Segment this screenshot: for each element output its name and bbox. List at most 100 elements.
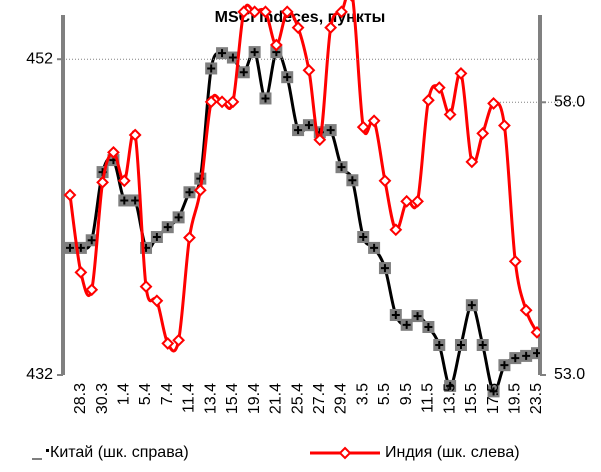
marker (161, 337, 175, 350)
marker (259, 92, 272, 105)
marker (498, 119, 511, 132)
legend-swatch (338, 446, 352, 460)
marker-plus (380, 264, 389, 273)
marker (531, 347, 540, 360)
marker-plus (239, 68, 248, 77)
marker (161, 221, 174, 234)
marker (150, 294, 164, 308)
marker (313, 133, 327, 147)
plot (63, 0, 540, 398)
marker-plus (424, 323, 433, 331)
marker (349, 0, 355, 3)
x-tick-label: 28.3 (72, 383, 89, 414)
marker (509, 352, 522, 365)
marker (150, 231, 163, 243)
legend-label: Индия (шк. слева) (385, 444, 520, 461)
x-tick-label: 9.5 (398, 383, 415, 405)
x-tick-label: 21.4 (268, 383, 285, 414)
marker (269, 38, 283, 52)
marker (237, 66, 250, 79)
marker (215, 95, 229, 109)
marker (400, 318, 413, 331)
marker (281, 71, 294, 84)
marker (107, 145, 120, 159)
marker (291, 21, 305, 35)
marker-plus (294, 126, 303, 135)
marker (172, 211, 185, 224)
marker-plus (250, 48, 259, 57)
marker (118, 194, 131, 207)
marker (226, 51, 239, 64)
marker-plus (511, 354, 520, 363)
x-tick-label: 5.4 (137, 383, 154, 405)
marker-plus (446, 381, 455, 390)
marker-plus (228, 53, 237, 62)
x-tick-label: 11.4 (181, 383, 198, 413)
x-tick-label: 15.5 (463, 383, 480, 414)
marker (85, 234, 98, 247)
marker (389, 309, 402, 321)
marker (356, 120, 370, 134)
marker (248, 5, 262, 19)
marker (357, 231, 370, 243)
marker (421, 93, 435, 107)
marker-plus (185, 188, 194, 197)
marker-plus (456, 341, 465, 349)
marker (444, 379, 457, 392)
marker-plus (87, 236, 96, 245)
marker-plus (359, 233, 368, 241)
marker (193, 183, 207, 197)
marker-plus (467, 301, 476, 310)
marker (248, 46, 261, 59)
marker (204, 95, 218, 109)
marker (454, 339, 467, 351)
marker (519, 303, 533, 317)
marker (520, 349, 533, 362)
x-tick-label: 7.4 (159, 383, 176, 405)
marker (129, 194, 142, 207)
marker (205, 62, 218, 75)
marker-plus (131, 196, 140, 205)
marker-plus (370, 243, 379, 252)
marker-plus (152, 233, 161, 241)
x-tick-label: 11.5 (420, 383, 437, 413)
marker-plus (218, 49, 227, 58)
marker (454, 67, 468, 80)
marker (378, 174, 392, 188)
marker (432, 81, 446, 95)
marker (324, 124, 337, 137)
marker-plus (348, 176, 357, 185)
marker-plus (522, 351, 531, 360)
x-tick-label: 30.3 (94, 383, 111, 414)
legend-label: Китай (шк. справа) (50, 444, 189, 461)
marker-plus (163, 223, 172, 232)
x-tick-label: 3.5 (354, 383, 371, 405)
marker-plus (337, 163, 346, 172)
marker (411, 310, 424, 323)
marker (96, 175, 109, 189)
marker-plus (326, 126, 335, 135)
marker (465, 299, 478, 312)
marker-plus (66, 243, 74, 252)
marker (335, 161, 348, 174)
x-tick-label: 19.4 (246, 383, 263, 414)
marker (63, 188, 77, 202)
marker (302, 119, 315, 132)
marker (226, 95, 240, 109)
marker-plus (207, 64, 216, 73)
marker (508, 254, 522, 268)
marker (422, 321, 435, 333)
marker (368, 241, 381, 254)
marker (487, 97, 500, 110)
y-tick-label: 452 (26, 50, 53, 67)
x-tick-label: 1.4 (116, 383, 133, 405)
x-tick-label: 13.4 (202, 383, 219, 414)
marker (498, 359, 511, 372)
marker-plus (261, 94, 270, 103)
x-tick-label: 15.4 (224, 383, 241, 414)
marker (346, 174, 359, 187)
x-tick-label: 5.5 (376, 383, 393, 405)
marker (85, 283, 99, 297)
marker-plus (283, 73, 292, 82)
x-tick-label: 13.5 (441, 383, 458, 414)
